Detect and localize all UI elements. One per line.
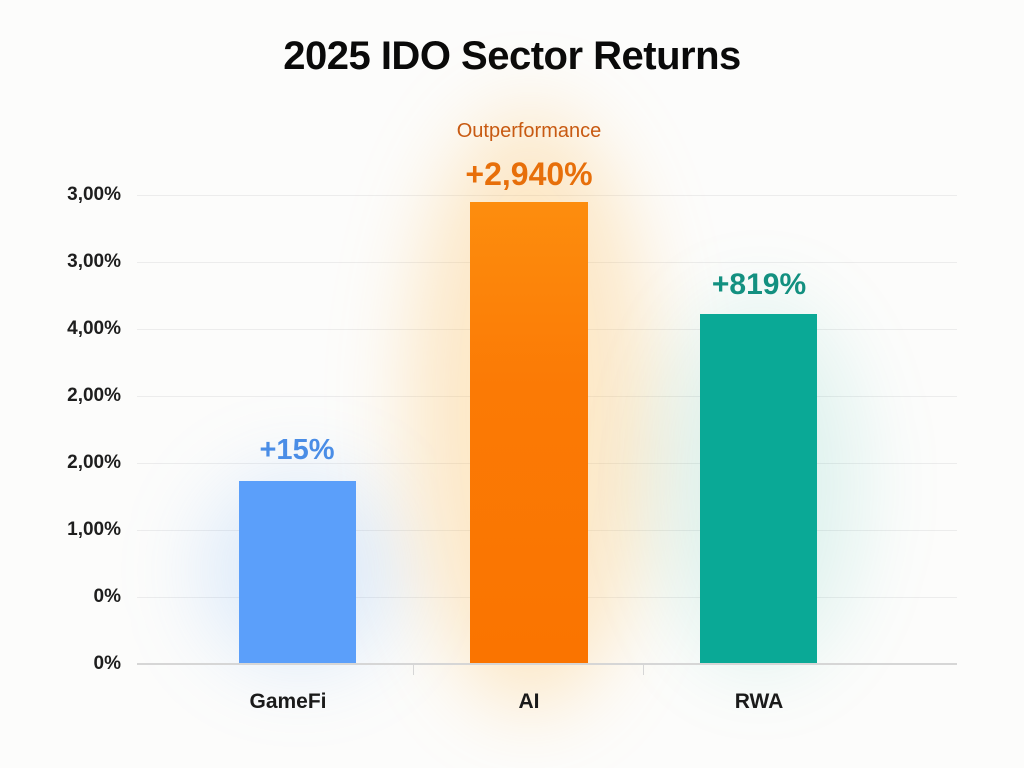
y-tick-label: 0%	[93, 586, 121, 607]
x-label-rwa: RWA	[734, 690, 784, 713]
x-label-ai: AI	[518, 690, 540, 713]
x-axis-baseline	[137, 663, 957, 665]
value-label-rwa: +819%	[711, 268, 807, 301]
y-tick-label: 1,00%	[67, 519, 121, 540]
x-label-gamefi: GameFi	[249, 690, 327, 713]
y-tick-label: 0%	[93, 653, 121, 674]
y-tick-label: 3,00%	[67, 251, 121, 272]
y-tick-label: 2,00%	[67, 452, 121, 473]
bar-ai	[470, 202, 588, 664]
gridline	[137, 195, 957, 196]
value-label-gamefi: +15%	[259, 434, 335, 466]
bar-rwa	[700, 314, 817, 664]
bar-gamefi	[239, 481, 356, 664]
x-axis-tick	[413, 665, 414, 675]
y-tick-label: 3,00%	[67, 184, 121, 205]
value-label-ai: +2,940%	[465, 156, 593, 192]
x-axis-tick	[643, 665, 644, 675]
y-tick-label: 2,00%	[67, 385, 121, 406]
chart-title: 2025 IDO Sector Returns	[283, 34, 741, 78]
y-tick-label: 4,00%	[67, 318, 121, 339]
annotation-outperformance: Outperformance	[456, 120, 602, 142]
